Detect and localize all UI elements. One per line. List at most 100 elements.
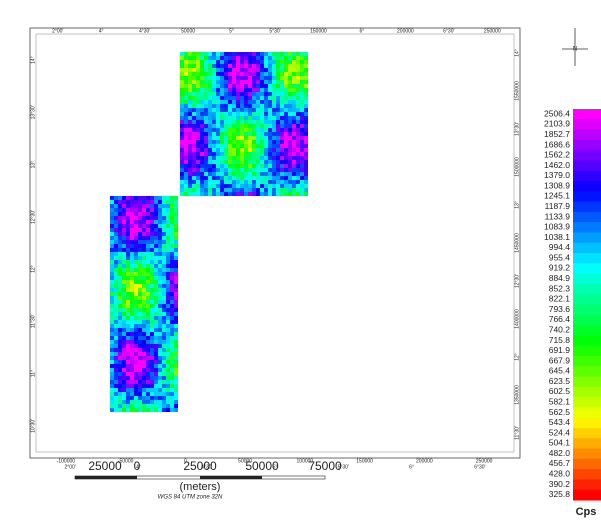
- raster-cell: [174, 388, 178, 392]
- raster-cell: [268, 164, 272, 168]
- legend-label: 793.6: [549, 304, 571, 314]
- raster-cell: [122, 352, 126, 356]
- tick-label: 13°: [30, 161, 36, 169]
- raster-cell: [170, 400, 174, 404]
- raster-cell: [142, 240, 146, 244]
- raster-cell: [284, 116, 288, 120]
- raster-cell: [292, 116, 296, 120]
- raster-cell: [188, 184, 192, 188]
- raster-cell: [212, 96, 216, 100]
- raster-cell: [114, 232, 118, 236]
- raster-cell: [192, 116, 196, 120]
- raster-cell: [224, 160, 228, 164]
- raster-cell: [174, 312, 178, 316]
- raster-cell: [296, 176, 300, 180]
- raster-cell: [130, 344, 134, 348]
- raster-cell: [122, 400, 126, 404]
- raster-cell: [228, 188, 232, 192]
- raster-cell: [252, 120, 256, 124]
- raster-cell: [264, 176, 268, 180]
- raster-cell: [296, 116, 300, 120]
- raster-cell: [130, 368, 134, 372]
- raster-cell: [264, 88, 268, 92]
- raster-cell: [292, 188, 296, 192]
- raster-cell: [300, 52, 304, 56]
- raster-cell: [244, 52, 248, 56]
- raster-cell: [146, 320, 150, 324]
- raster-cell: [166, 324, 170, 328]
- raster-cell: [252, 176, 256, 180]
- raster-cell: [268, 116, 272, 120]
- raster-cell: [154, 392, 158, 396]
- raster-cell: [154, 216, 158, 220]
- raster-cell: [150, 328, 154, 332]
- raster-cell: [216, 80, 220, 84]
- raster-cell: [232, 152, 236, 156]
- raster-cell: [150, 308, 154, 312]
- raster-cell: [166, 372, 170, 376]
- raster-cell: [192, 188, 196, 192]
- raster-cell: [150, 272, 154, 276]
- raster-cell: [180, 128, 184, 132]
- raster-cell: [244, 56, 248, 60]
- raster-cell: [158, 260, 162, 264]
- raster-cell: [252, 124, 256, 128]
- raster-cell: [212, 124, 216, 128]
- raster-cell: [268, 128, 272, 132]
- raster-cell: [248, 100, 252, 104]
- raster-cell: [224, 188, 228, 192]
- raster-cell: [180, 164, 184, 168]
- tick-label: 2°00': [52, 28, 63, 34]
- raster-cell: [224, 108, 228, 112]
- raster-cell: [232, 92, 236, 96]
- raster-cell: [208, 184, 212, 188]
- raster-cell: [248, 108, 252, 112]
- raster-cell: [204, 128, 208, 132]
- raster-cell: [146, 232, 150, 236]
- raster-cell: [192, 192, 196, 196]
- raster-cell: [146, 380, 150, 384]
- raster-cell: [192, 120, 196, 124]
- raster-cell: [204, 172, 208, 176]
- raster-cell: [244, 112, 248, 116]
- raster-cell: [122, 224, 126, 228]
- raster-cell: [228, 96, 232, 100]
- raster-cell: [114, 384, 118, 388]
- raster-cell: [188, 84, 192, 88]
- raster-cell: [236, 60, 240, 64]
- raster-cell: [204, 88, 208, 92]
- raster-cell: [134, 264, 138, 268]
- scale-label: 75000: [308, 459, 342, 473]
- legend-swatch: [573, 418, 601, 429]
- raster-cell: [304, 168, 308, 172]
- legend-label: 1083.9: [544, 222, 570, 232]
- raster-cell: [224, 64, 228, 68]
- raster-cell: [162, 320, 166, 324]
- raster-cell: [150, 236, 154, 240]
- raster-cell: [110, 376, 114, 380]
- raster-cell: [268, 152, 272, 156]
- raster-cell: [170, 236, 174, 240]
- raster-cell: [216, 168, 220, 172]
- raster-cell: [174, 392, 178, 396]
- raster-cell: [280, 176, 284, 180]
- raster-cell: [244, 148, 248, 152]
- scale-label: 25000: [88, 459, 122, 473]
- raster-cell: [244, 184, 248, 188]
- raster-cell: [220, 124, 224, 128]
- raster-cell: [280, 136, 284, 140]
- raster-cell: [184, 188, 188, 192]
- raster-cell: [166, 304, 170, 308]
- raster-cell: [126, 348, 130, 352]
- raster-cell: [150, 280, 154, 284]
- raster-cell: [170, 304, 174, 308]
- raster-cell: [236, 188, 240, 192]
- raster-cell: [224, 148, 228, 152]
- raster-cell: [260, 144, 264, 148]
- raster-cell: [272, 84, 276, 88]
- raster-cell: [300, 56, 304, 60]
- raster-cell: [272, 100, 276, 104]
- raster-cell: [240, 84, 244, 88]
- raster-cell: [264, 144, 268, 148]
- raster-cell: [142, 352, 146, 356]
